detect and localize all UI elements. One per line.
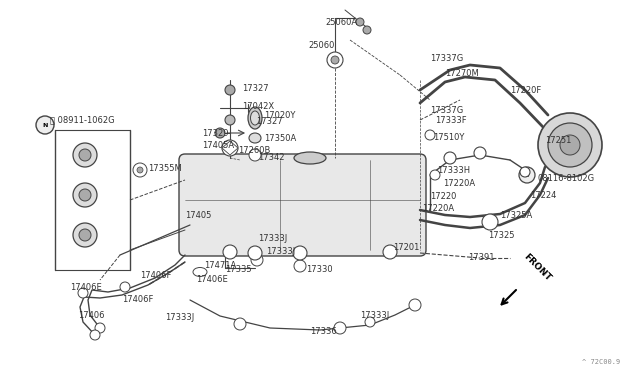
Text: 17333J: 17333J [266,247,295,257]
Text: N: N [42,122,48,128]
Circle shape [225,85,235,95]
Circle shape [234,318,246,330]
Circle shape [474,147,486,159]
Circle shape [249,149,261,161]
Text: 17220A: 17220A [422,203,454,212]
Circle shape [90,330,100,340]
Text: 17333J: 17333J [258,234,287,243]
Text: 17405A: 17405A [202,141,234,150]
Text: 08116-8102G: 08116-8102G [538,173,595,183]
Text: 17391: 17391 [468,253,495,263]
Text: 25060A: 25060A [325,17,357,26]
Text: 17337G: 17337G [430,54,463,62]
Text: 17405: 17405 [185,211,211,219]
Text: 17220: 17220 [430,192,456,201]
Text: 17329: 17329 [202,128,228,138]
Ellipse shape [248,107,262,129]
Text: 17406E: 17406E [70,283,102,292]
Circle shape [73,143,97,167]
Text: 17224: 17224 [530,190,556,199]
Circle shape [73,223,97,247]
Text: 17337G: 17337G [430,106,463,115]
Circle shape [383,245,397,259]
Circle shape [365,317,375,327]
Circle shape [363,26,371,34]
Text: ^ 72C00.9: ^ 72C00.9 [582,359,620,365]
Text: 17327: 17327 [256,116,283,125]
Text: 17471A: 17471A [204,260,236,269]
Circle shape [331,56,339,64]
Circle shape [482,214,498,230]
Text: Ⓝ 08911-1062G: Ⓝ 08911-1062G [50,115,115,125]
Circle shape [294,260,306,272]
Ellipse shape [250,111,259,125]
FancyBboxPatch shape [179,154,426,256]
Circle shape [409,299,421,311]
Polygon shape [222,141,238,155]
Text: 17333J: 17333J [165,314,195,323]
Text: 17042X: 17042X [242,102,274,110]
Circle shape [560,135,580,155]
Circle shape [120,282,130,292]
Text: 17350A: 17350A [264,134,296,142]
Circle shape [225,115,235,125]
Circle shape [444,152,456,164]
Text: 17333F: 17333F [435,115,467,125]
Text: 17333H: 17333H [437,166,470,174]
Circle shape [430,170,440,180]
Ellipse shape [294,152,326,164]
Text: 17336: 17336 [310,327,337,337]
Text: 25060: 25060 [308,41,334,49]
Text: 17355M: 17355M [148,164,182,173]
Text: 17330: 17330 [306,266,333,275]
Text: FRONT: FRONT [522,252,553,283]
Circle shape [548,123,592,167]
Circle shape [520,167,530,177]
Circle shape [73,183,97,207]
Text: 17270M: 17270M [445,68,479,77]
Text: 17220F: 17220F [510,86,541,94]
Circle shape [79,189,91,201]
Text: 17510Y: 17510Y [433,132,465,141]
Circle shape [78,288,88,298]
Circle shape [137,167,143,173]
Text: 17342: 17342 [258,153,285,161]
Circle shape [248,246,262,260]
Text: 17406: 17406 [78,311,104,321]
Circle shape [36,116,54,134]
Circle shape [79,149,91,161]
Text: 17335: 17335 [225,266,252,275]
Text: 17333J: 17333J [360,311,389,320]
Text: 17260B: 17260B [238,145,270,154]
Text: 17325A: 17325A [500,211,532,219]
Circle shape [334,322,346,334]
Text: 17406E: 17406E [196,276,228,285]
Circle shape [425,130,435,140]
Text: 17327: 17327 [242,83,269,93]
Circle shape [519,167,535,183]
Text: 17220A: 17220A [443,179,475,187]
Circle shape [215,128,225,138]
Circle shape [79,229,91,241]
Circle shape [538,113,602,177]
Text: 17251: 17251 [545,135,572,144]
Circle shape [223,245,237,259]
Circle shape [251,254,263,266]
Text: 17201: 17201 [393,243,419,251]
Text: 17406F: 17406F [140,272,172,280]
Circle shape [222,140,238,156]
Circle shape [95,323,105,333]
Ellipse shape [249,133,261,143]
Text: 17020Y: 17020Y [264,110,296,119]
Text: 17325: 17325 [488,231,515,240]
Text: 17406F: 17406F [122,295,154,305]
Circle shape [356,18,364,26]
Ellipse shape [193,267,207,276]
Circle shape [133,163,147,177]
Circle shape [327,52,343,68]
Text: B: B [525,173,529,177]
Circle shape [293,246,307,260]
